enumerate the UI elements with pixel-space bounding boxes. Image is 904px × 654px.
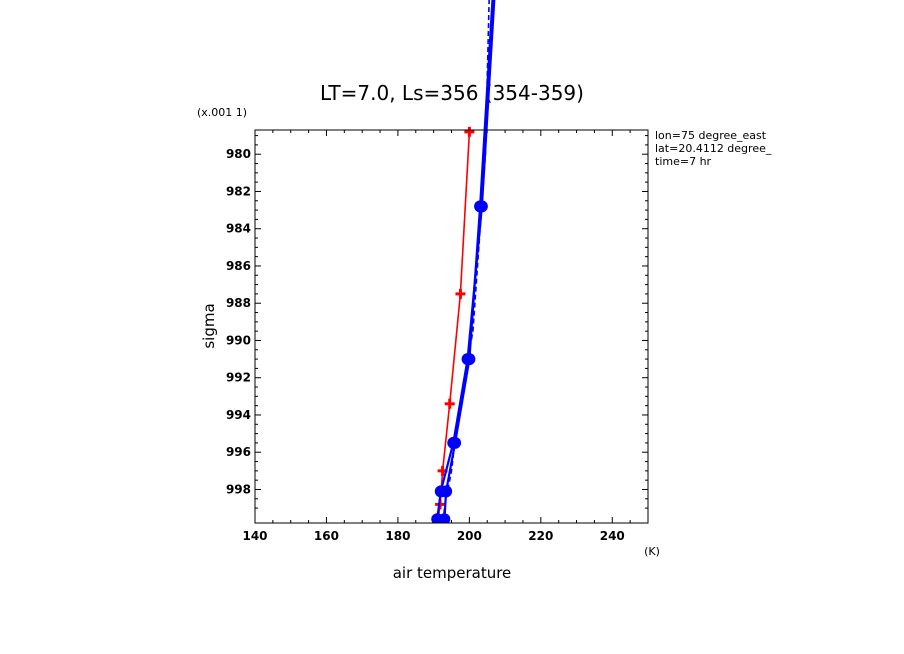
data-point — [474, 200, 487, 213]
x-tick-label: 140 — [242, 529, 267, 543]
data-point — [438, 513, 451, 523]
x-tick-label: 240 — [600, 529, 625, 543]
data-point — [455, 288, 466, 299]
plot-frame — [254, 129, 649, 524]
x-tick-label: 200 — [457, 529, 482, 543]
y-tick-label: 998 — [226, 482, 251, 496]
x-tick-label: 220 — [528, 529, 553, 543]
data-point — [440, 485, 453, 498]
x-unit-label: (K) — [644, 545, 660, 558]
x-axis-title: air temperature — [393, 564, 512, 582]
series-line-red — [436, 131, 471, 522]
y-tick-label: 980 — [226, 147, 251, 161]
y-tick-label: 984 — [226, 222, 251, 236]
data-point — [444, 398, 455, 409]
x-tick-label: 160 — [314, 529, 339, 543]
y-axis-ticks: 980 982 984 986 988 990 992 994 996 998 — [226, 135, 648, 509]
y-tick-label: 982 — [226, 184, 251, 198]
y-tick-label: 988 — [226, 296, 251, 310]
annotation-line: lon=75 degree_east — [655, 129, 767, 142]
annotation-line: time=7 hr — [655, 155, 712, 168]
y-tick-label: 996 — [226, 445, 251, 459]
y-tick-label: 990 — [226, 333, 251, 347]
x-tick-label: 180 — [385, 529, 410, 543]
y-tick-label: 992 — [226, 371, 251, 385]
y-tick-label: 994 — [226, 408, 251, 422]
x-axis-ticks: 140 160 180 200 220 240 — [242, 130, 649, 543]
chart-title: LT=7.0, Ls=356 (354-359) — [320, 81, 584, 105]
series-layer — [431, 0, 496, 523]
series-line-blue-dashed — [441, 0, 490, 522]
y-axis-title: sigma — [200, 303, 218, 348]
data-point — [449, 436, 462, 449]
y-unit-label: (x.001 1) — [197, 106, 247, 119]
y-tick-label: 986 — [226, 259, 251, 273]
data-point — [463, 353, 476, 366]
data-point — [464, 126, 475, 137]
annotation-line: lat=20.4112 degree_ — [655, 142, 772, 155]
